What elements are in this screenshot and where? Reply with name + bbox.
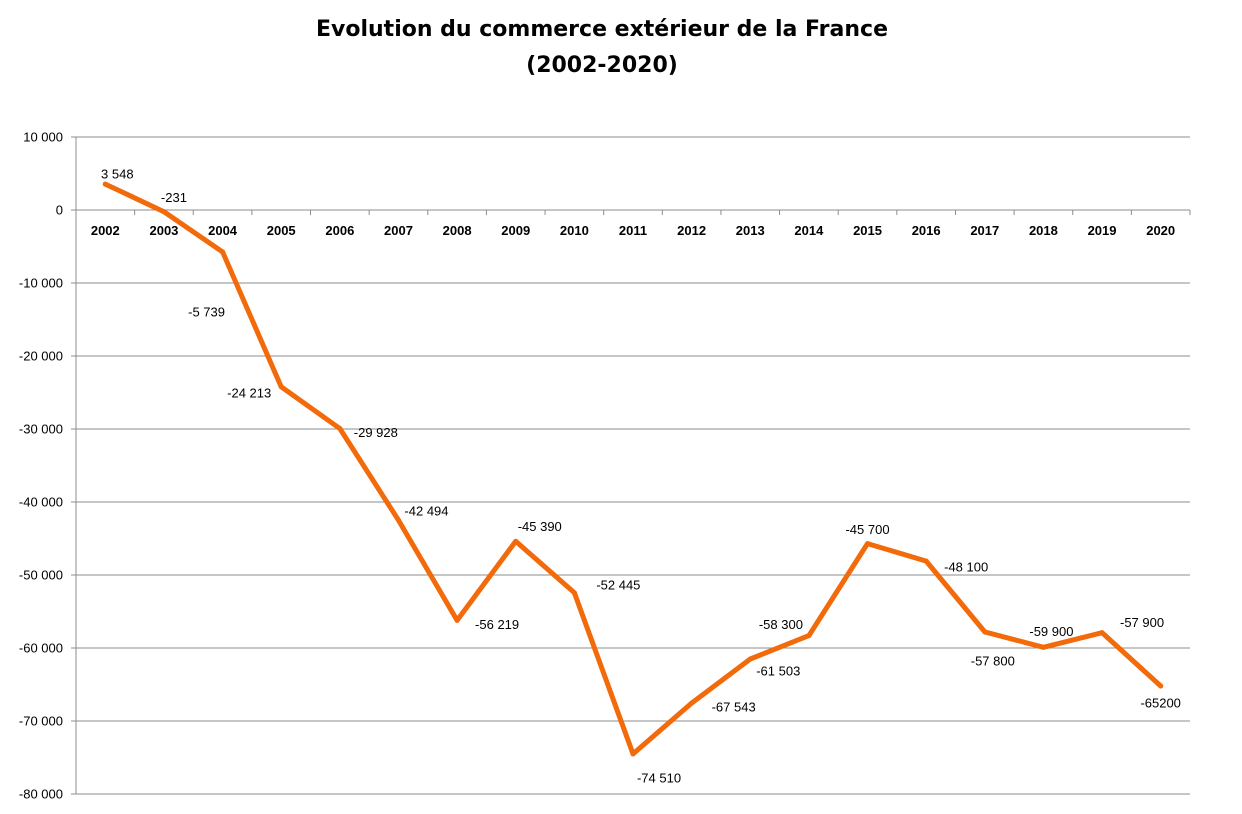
x-tick-label: 2008: [443, 223, 472, 238]
y-tick-label: -10 000: [19, 276, 63, 291]
x-tick-label: 2009: [501, 223, 530, 238]
data-point: [689, 700, 695, 706]
x-tick-label: 2002: [91, 223, 120, 238]
data-labels: 3 548 -231 -5 739 -24 213 -29 928 -42 494 -56 …: [101, 167, 1181, 786]
y-axis-ticks: 10 000 0 -10 000 -20 000 -30 000 -40 000 -50 0…: [19, 130, 63, 802]
y-tick-label: -50 000: [19, 568, 63, 583]
data-point: [337, 425, 343, 431]
data-point: [278, 384, 284, 390]
x-tick-label: 2011: [619, 223, 647, 238]
y-tick-label: -30 000: [19, 422, 63, 437]
data-point: [1040, 644, 1046, 650]
data-point: [102, 181, 108, 187]
data-label: -45 390: [518, 519, 562, 534]
y-tick-label: -70 000: [19, 714, 63, 729]
x-tick-label: 2015: [853, 223, 882, 238]
x-tick-label: 2013: [736, 223, 765, 238]
y-tick-label: -20 000: [19, 349, 63, 364]
x-tick-label: 2004: [208, 223, 238, 238]
data-label: -67 543: [712, 700, 756, 715]
chart-title-line1: Evolution du commerce extérieur de la Fr…: [316, 17, 888, 42]
data-label: -45 700: [845, 522, 889, 537]
data-label: -48 100: [944, 560, 988, 575]
y-tick-label: -80 000: [19, 787, 63, 802]
data-point: [571, 590, 577, 596]
data-label: -59 900: [1029, 624, 1073, 639]
data-point: [1158, 683, 1164, 689]
data-point: [454, 617, 460, 623]
x-tick-label: 2003: [149, 223, 178, 238]
data-point: [982, 629, 988, 635]
data-point: [395, 517, 401, 523]
x-tick-label: 2006: [325, 223, 354, 238]
data-label: -57 900: [1120, 615, 1164, 630]
x-tick-label: 2020: [1146, 223, 1175, 238]
chart-title: Evolution du commerce extérieur de la Fr…: [0, 12, 1204, 84]
data-label: -5 739: [188, 304, 225, 319]
axes: [71, 136, 1191, 795]
x-tick-label: 2019: [1088, 223, 1117, 238]
y-tick-label: 10 000: [23, 130, 63, 145]
x-tick-label: 2005: [267, 223, 296, 238]
chart-title-line2: (2002-2020): [526, 53, 678, 78]
gridlines: [76, 136, 1190, 795]
data-point: [865, 541, 871, 547]
y-tick-label: -60 000: [19, 641, 63, 656]
data-label: -74 510: [637, 770, 681, 785]
x-tick-label: 2018: [1029, 223, 1058, 238]
data-label: -231: [161, 190, 187, 205]
x-tick-label: 2012: [677, 223, 706, 238]
data-label: -57 800: [971, 653, 1015, 668]
y-tick-label: -40 000: [19, 495, 63, 510]
data-label: -42 494: [404, 504, 448, 519]
data-label: 3 548: [101, 167, 134, 182]
data-point: [747, 656, 753, 662]
data-point: [220, 249, 226, 255]
data-label: -29 928: [354, 425, 398, 440]
x-tick-label: 2007: [384, 223, 413, 238]
data-point: [806, 633, 812, 639]
data-label: -52 445: [596, 577, 640, 592]
data-point: [630, 751, 636, 757]
data-label: -65200: [1140, 695, 1180, 710]
data-label: -58 300: [759, 617, 803, 632]
x-tick-label: 2016: [912, 223, 941, 238]
data-label: -61 503: [756, 663, 800, 678]
data-point: [513, 538, 519, 544]
x-tick-label: 2017: [970, 223, 999, 238]
data-point: [1099, 630, 1105, 636]
series-layer: [102, 181, 1164, 757]
data-point: [923, 558, 929, 564]
y-tick-label: 0: [56, 203, 63, 218]
x-axis-ticks: 2002 2003 2004 2005 2006 2007 2008 2009 2010 2011…: [91, 223, 1175, 238]
data-label: -24 213: [227, 385, 271, 400]
x-tick-label: 2014: [794, 223, 824, 238]
data-point: [161, 209, 167, 215]
x-tick-label: 2010: [560, 223, 589, 238]
data-label: -56 219: [475, 617, 519, 632]
